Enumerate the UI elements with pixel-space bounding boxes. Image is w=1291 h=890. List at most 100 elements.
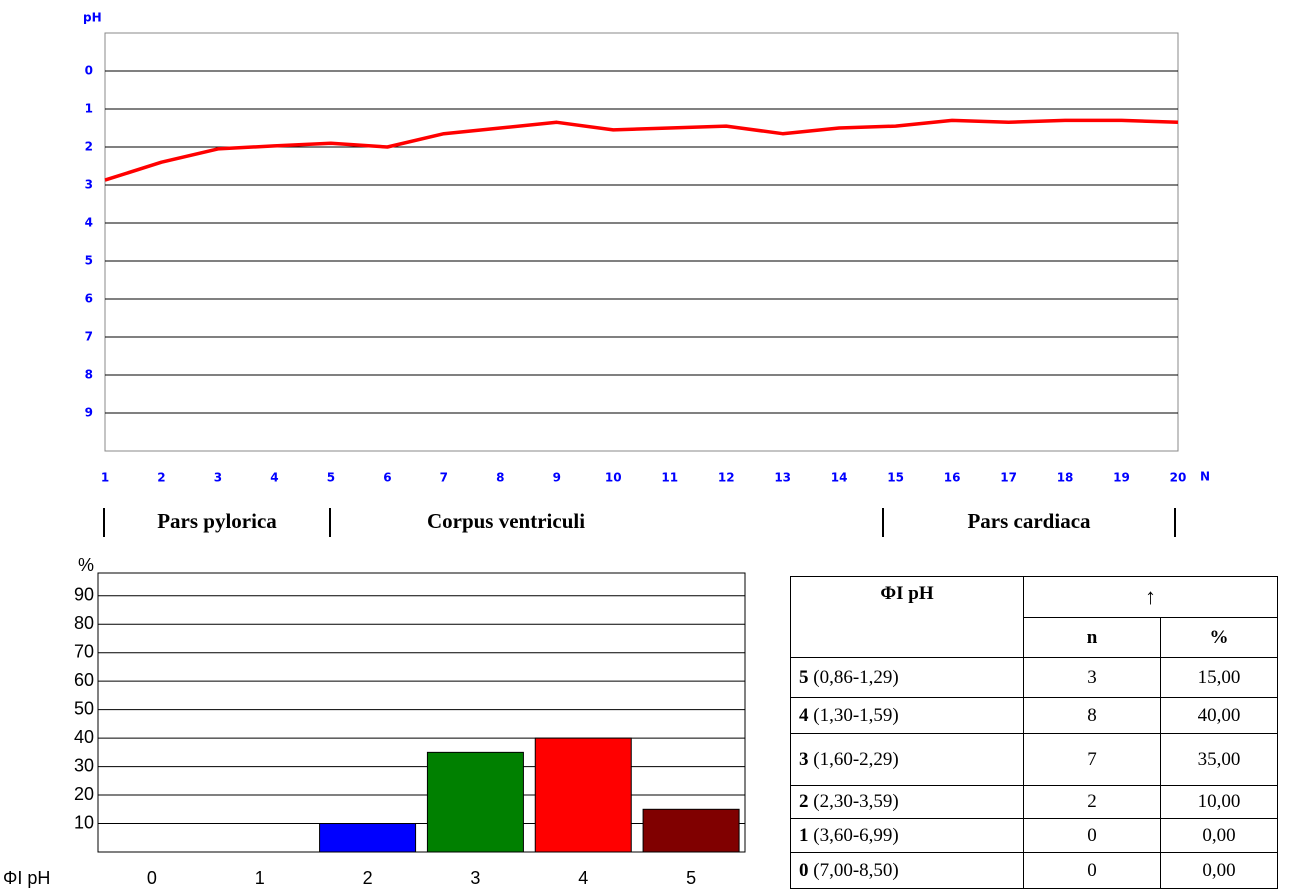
y-tick-label: 3 [85, 178, 93, 192]
region-label: Pars pylorica [157, 509, 277, 533]
x-tick-label: 12 [718, 471, 735, 485]
x-tick-label: 6 [383, 471, 391, 485]
n-cell: 7 [1023, 733, 1161, 786]
y-tick-label: 40 [74, 727, 94, 747]
x-tick-label: 11 [661, 471, 678, 485]
x-tick-label: 3 [470, 868, 480, 888]
y-tick-label: 30 [74, 755, 94, 775]
y-tick-label: 50 [74, 698, 94, 718]
y-tick-label: 8 [85, 368, 93, 382]
x-tick-label: 9 [553, 471, 561, 485]
level: 0 [799, 859, 809, 881]
level-cell: 1 (3,60-6,99) [790, 818, 1024, 853]
subheader-cell: % [1160, 617, 1278, 658]
bar [319, 823, 417, 853]
level-cell: 0 (7,00-8,50) [790, 852, 1024, 889]
level: 1 [799, 824, 809, 846]
bar [534, 737, 632, 853]
range: (7,00-8,50) [813, 859, 899, 881]
level-cell: 4 (1,30-1,59) [790, 697, 1024, 734]
table-row: 5 (0,86-1,29) 3 15,00 [790, 657, 1278, 698]
x-tick-label: 17 [1000, 471, 1017, 485]
n-cell: 8 [1023, 697, 1161, 734]
n-cell: 2 [1023, 785, 1161, 819]
x-tick-label: 19 [1113, 471, 1130, 485]
x-tick-label: 4 [270, 471, 278, 485]
table-row: 4 (1,30-1,59) 8 40,00 [790, 697, 1278, 734]
y-tick-label: 5 [85, 254, 93, 268]
level: 5 [799, 666, 809, 688]
n-cell: 0 [1023, 818, 1161, 853]
y-tick-label: 20 [74, 784, 94, 804]
x-tick-label: 18 [1057, 471, 1074, 485]
table: ΦI pH ↑ n % 5 (0,86-1,29) 3 15,00 4 (1,30-1… [790, 576, 1278, 889]
pct-cell: 15,00 [1160, 657, 1278, 698]
n-cell: 0 [1023, 852, 1161, 889]
x-tick-label: 8 [496, 471, 504, 485]
y-tick-label: 60 [74, 670, 94, 690]
range: (1,60-2,29) [813, 748, 899, 770]
level: 2 [799, 791, 809, 812]
header-cell: ΦI pH [790, 576, 1024, 658]
region-label: Pars cardiaca [967, 509, 1091, 533]
x-tick-label: 1 [255, 868, 265, 888]
table-row: 0 (7,00-8,50) 0 0,00 [790, 852, 1278, 889]
y-tick-label: 6 [85, 292, 93, 306]
level: 4 [799, 704, 809, 726]
y-tick-label: 10 [74, 812, 94, 832]
x-tick-label: 10 [605, 471, 622, 485]
pct-cell: 40,00 [1160, 697, 1278, 734]
pct-cell: 10,00 [1160, 785, 1278, 819]
x-tick-label: 7 [440, 471, 448, 485]
x-tick-label: 14 [831, 471, 848, 485]
y-tick-label: 7 [85, 330, 93, 344]
bar [426, 751, 524, 853]
range: (0,86-1,29) [813, 666, 899, 688]
x-tick-label: 15 [887, 471, 904, 485]
x-tick-label: 2 [363, 868, 373, 888]
pct-cell: 0,00 [1160, 852, 1278, 889]
table-row: 3 (1,60-2,29) 7 35,00 [790, 733, 1278, 786]
y-tick-label: 70 [74, 641, 94, 661]
subheader-cell: n [1023, 617, 1161, 658]
y-tick-label: 4 [85, 216, 93, 230]
range: (3,60-6,99) [813, 824, 899, 846]
bar [642, 808, 740, 853]
n-cell: 3 [1023, 657, 1161, 698]
y-tick-label: 2 [85, 140, 93, 154]
data-line [104, 118, 1179, 182]
range: (2,30-3,59) [813, 791, 899, 812]
x-tick-label: 0 [147, 868, 157, 888]
x-tick-label: 1 [101, 471, 109, 485]
table-row: 1 (3,60-6,99) 0 0,00 [790, 818, 1278, 853]
x-tick-label: 4 [578, 868, 588, 888]
y-axis-label: % [78, 555, 94, 575]
y-tick-label: 80 [74, 613, 94, 633]
x-tick-label: 13 [774, 471, 791, 485]
x-tick-label: 5 [686, 868, 696, 888]
y-tick-label: 9 [85, 406, 93, 420]
level-cell: 3 (1,60-2,29) [790, 733, 1024, 786]
level-cell: 5 (0,86-1,29) [790, 657, 1024, 698]
x-axis-label: ΦI pH [3, 868, 50, 888]
x-axis-label: N [1200, 470, 1210, 484]
level-cell: 2 (2,30-3,59) [790, 785, 1024, 819]
pct-cell: 0,00 [1160, 818, 1278, 853]
y-tick-label: 1 [85, 102, 93, 116]
pct-cell: 35,00 [1160, 733, 1278, 786]
plot-frame [97, 572, 746, 853]
y-axis-label: pH [83, 11, 102, 25]
x-tick-label: 16 [944, 471, 961, 485]
table-row: 2 (2,30-3,59) 2 10,00 [790, 785, 1278, 819]
y-tick-label: 90 [74, 585, 94, 605]
header-cell: ↑ [1023, 576, 1278, 618]
region-label: Corpus ventriculi [427, 509, 585, 533]
x-tick-label: 3 [214, 471, 222, 485]
x-tick-label: 5 [327, 471, 335, 485]
level: 3 [799, 748, 809, 770]
range: (1,30-1,59) [813, 704, 899, 726]
x-tick-label: 20 [1170, 471, 1187, 485]
x-tick-label: 2 [157, 471, 165, 485]
